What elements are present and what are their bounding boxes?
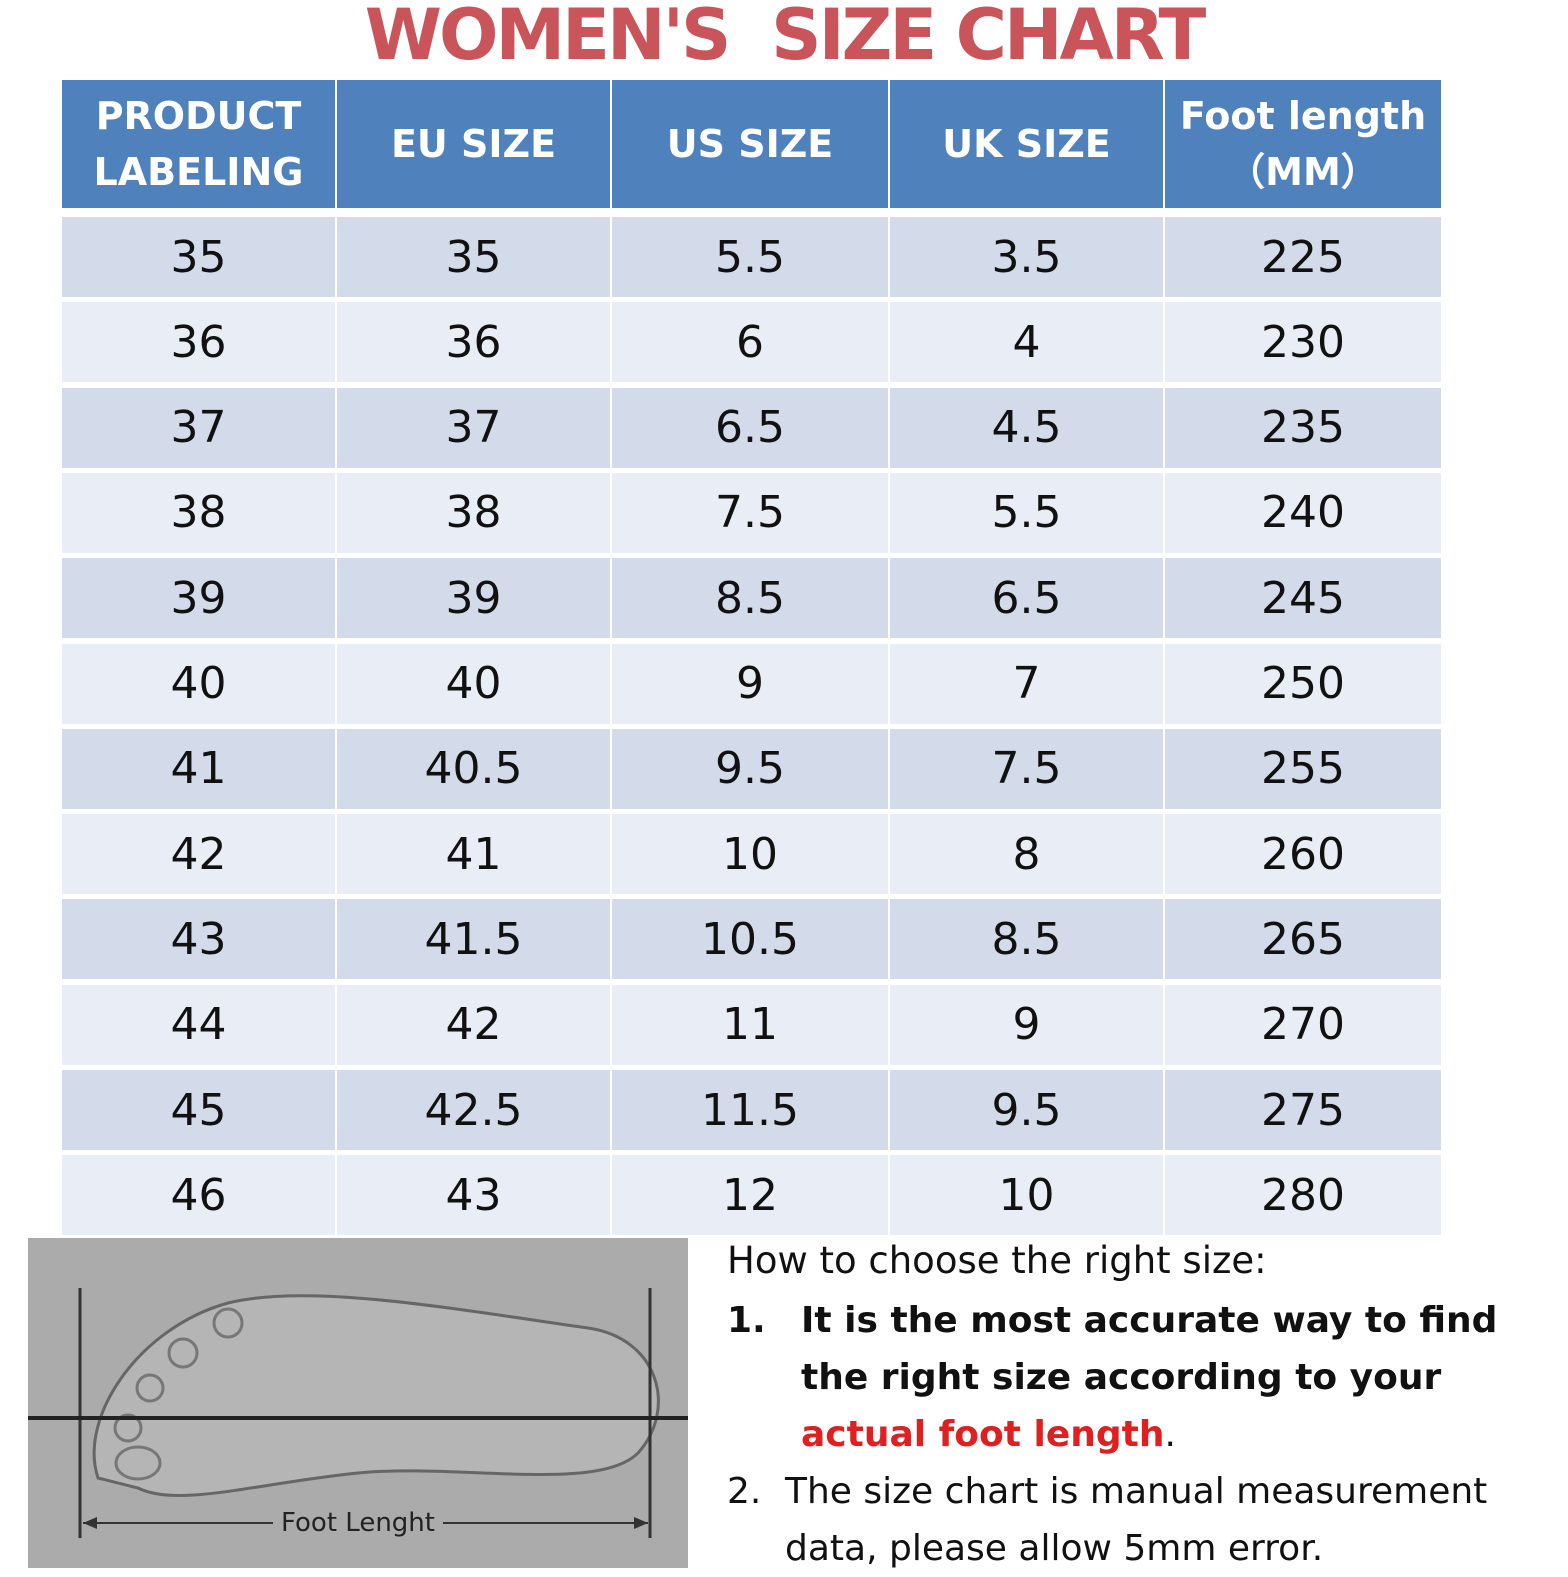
foot-drawing: Foot Lenght (28, 1288, 688, 1538)
table-cell: 8.5 (890, 899, 1163, 980)
table-cell: 36 (62, 302, 335, 383)
instruction-item: 2. The size chart is manual measurement d… (727, 1463, 1557, 1577)
toe (212, 1307, 244, 1339)
table-cell: 41.5 (337, 899, 610, 980)
table-cell: 42.5 (337, 1070, 610, 1150)
table-cell: 37 (62, 387, 335, 468)
table-cell: 45 (62, 1070, 335, 1150)
header-cell: PRODUCT LABELING (62, 80, 335, 208)
table-cell: 9 (890, 984, 1163, 1065)
table-cell: 270 (1165, 984, 1441, 1065)
table-cell: 235 (1165, 387, 1441, 468)
table-cell: 42 (337, 984, 610, 1065)
table-cell: 7.5 (890, 728, 1163, 809)
header-cell: UK SIZE (890, 80, 1163, 208)
item-end: . (1164, 1414, 1176, 1455)
table-cell: 36 (337, 302, 610, 383)
table-cell: 9.5 (890, 1070, 1163, 1150)
figure-label: Foot Lenght (281, 1508, 435, 1538)
table-cell: 6.5 (890, 558, 1163, 639)
table-cell: 46 (62, 1155, 335, 1236)
title: WOMEN'S SIZE CHART (364, 0, 1206, 76)
table-cell: 41 (62, 728, 335, 809)
table-cell: 280 (1165, 1155, 1441, 1236)
table-cell: 44 (62, 984, 335, 1065)
table-cell: 4.5 (890, 387, 1163, 468)
toe (114, 1445, 162, 1481)
table-cell: 230 (1165, 302, 1441, 383)
header-text: UK SIZE (942, 122, 1111, 166)
table-cell: 6 (612, 302, 888, 383)
table-cell: 38 (337, 472, 610, 553)
toe (135, 1373, 165, 1403)
foot-outline (92, 1294, 660, 1497)
item-text: It is the most accurate way to find the … (801, 1300, 1498, 1398)
header-text: US SIZE (666, 122, 834, 166)
table-cell: 42 (62, 814, 335, 895)
header-text: LABELING (93, 150, 304, 194)
table-cell: 10.5 (612, 899, 888, 980)
table-cell: 9.5 (612, 728, 888, 809)
table-cell: 10 (612, 814, 888, 895)
toe (113, 1413, 143, 1443)
table-cell: 11 (612, 984, 888, 1065)
header-text: Foot length (1179, 94, 1427, 138)
table-cell: 40.5 (337, 728, 610, 809)
table-cell: 6.5 (612, 387, 888, 468)
item-text: The size chart is manual measurement dat… (785, 1471, 1488, 1569)
instructions-heading: How to choose the right size: (727, 1239, 1267, 1282)
table-cell: 40 (62, 643, 335, 724)
item-highlight: actual foot length (801, 1414, 1165, 1455)
table-cell: 260 (1165, 814, 1441, 895)
header-text: PRODUCT (95, 94, 302, 138)
header-text: EU SIZE (390, 122, 557, 166)
instructions: How to choose the right size: 1. It is th… (727, 1238, 1557, 1577)
table-cell: 10 (890, 1155, 1163, 1236)
table-cell: 245 (1165, 558, 1441, 639)
table-cell: 40 (337, 643, 610, 724)
table-cell: 255 (1165, 728, 1441, 809)
table-cell: 250 (1165, 643, 1441, 724)
table-cell: 240 (1165, 472, 1441, 553)
table-cell: 265 (1165, 899, 1441, 980)
table-cell: 8.5 (612, 558, 888, 639)
table-cell: 38 (62, 472, 335, 553)
table-cell: 7.5 (612, 472, 888, 553)
table-cell: 37 (337, 387, 610, 468)
table-cell: 41 (337, 814, 610, 895)
table-cell: 225 (1165, 217, 1441, 297)
header-cell: US SIZE (612, 80, 888, 208)
table-cell: 4 (890, 302, 1163, 383)
header-text: （MM） (1227, 150, 1379, 194)
table-cell: 7 (890, 643, 1163, 724)
table-cell: 35 (62, 217, 335, 297)
table-cell: 3.5 (890, 217, 1163, 297)
header-cell: Foot length （MM） (1165, 80, 1441, 208)
table-cell: 9 (612, 643, 888, 724)
table-cell: 5.5 (612, 217, 888, 297)
table-cell: 43 (62, 899, 335, 980)
table-cell: 39 (62, 558, 335, 639)
table-cell: 43 (337, 1155, 610, 1236)
table-cell: 8 (890, 814, 1163, 895)
toe (167, 1337, 199, 1369)
header-cell: EU SIZE (337, 80, 610, 208)
table-cell: 35 (337, 217, 610, 297)
table-cell: 5.5 (890, 472, 1163, 553)
item-number: 2. (727, 1471, 762, 1512)
table-cell: 39 (337, 558, 610, 639)
table-cell: 12 (612, 1155, 888, 1236)
foot-figure: Foot Lenght (28, 1238, 688, 1568)
table-cell: 11.5 (612, 1070, 888, 1150)
instruction-item: 1. It is the most accurate way to find th… (727, 1292, 1557, 1463)
item-number: 1. (727, 1300, 766, 1341)
table-cell: 275 (1165, 1070, 1441, 1150)
